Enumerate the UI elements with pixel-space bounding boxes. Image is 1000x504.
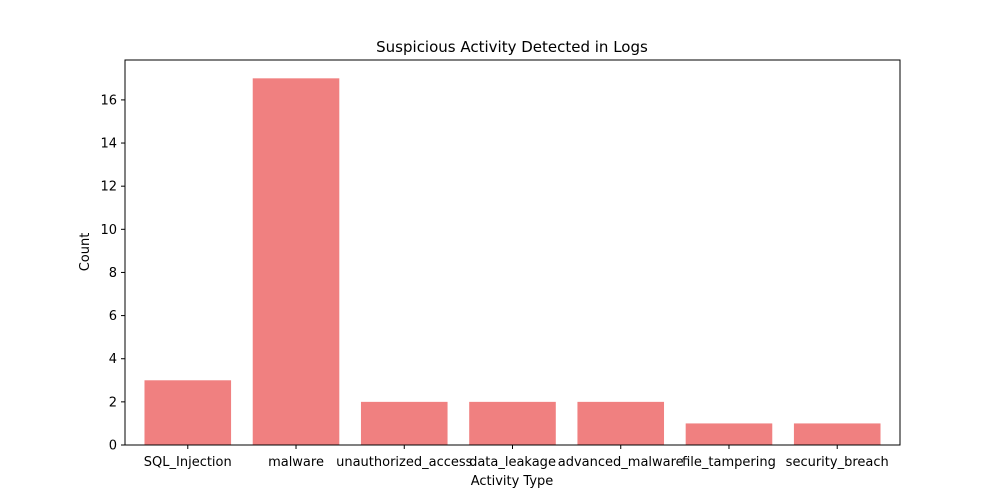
y-tick-label: 0 bbox=[109, 439, 117, 454]
bar-advanced_malware bbox=[577, 401, 665, 445]
bar-file_tampering bbox=[685, 423, 773, 445]
y-tick-label: 10 bbox=[100, 223, 117, 238]
bar-SQL_Injection bbox=[144, 380, 232, 445]
y-tick-label: 12 bbox=[100, 180, 117, 195]
y-tick-label: 16 bbox=[100, 93, 117, 108]
y-axis-label: Count bbox=[78, 233, 93, 272]
chart-title: Suspicious Activity Detected in Logs bbox=[376, 38, 648, 56]
y-tick-label: 14 bbox=[100, 137, 117, 152]
y-tick-label: 6 bbox=[109, 309, 117, 324]
y-axis: 0 2 4 6 8 10 12 14 16 bbox=[100, 93, 125, 454]
x-tick-label: malware bbox=[268, 455, 324, 470]
y-tick-label: 2 bbox=[109, 395, 117, 410]
x-tick-label: SQL_Injection bbox=[144, 455, 232, 470]
plot-frame bbox=[124, 59, 901, 446]
bar-malware bbox=[252, 78, 340, 445]
bar-security_breach bbox=[793, 423, 881, 445]
x-tick-label: file_tampering bbox=[682, 455, 776, 470]
x-tick-label: security_breach bbox=[786, 455, 889, 470]
x-tick-label: data_leakage bbox=[469, 455, 556, 470]
x-axis: SQL_Injection malware unauthorized_accessd… bbox=[144, 445, 889, 470]
x-tick-label: advanced_malware bbox=[558, 455, 684, 470]
y-tick-label: 4 bbox=[109, 352, 117, 367]
x-axis-label: Activity Type bbox=[471, 474, 554, 489]
bars-layer bbox=[144, 78, 881, 445]
bar-data_leakage bbox=[469, 401, 556, 445]
bar-unauthorized_access bbox=[360, 401, 448, 445]
x-tick-label: unauthorized_access bbox=[336, 455, 473, 470]
y-tick-label: 8 bbox=[109, 266, 117, 281]
